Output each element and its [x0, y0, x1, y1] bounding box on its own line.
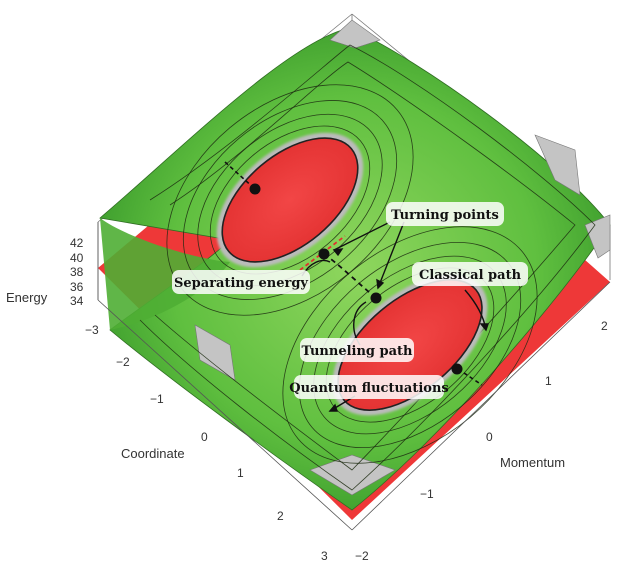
momentum-tick: −1 — [420, 487, 434, 501]
coordinate-tick: 0 — [201, 430, 208, 444]
turning-point-right — [370, 292, 382, 304]
quantum-fluctuation-bottom — [457, 368, 483, 386]
callout-quantum-fluctuations: Quantum fluctuations — [289, 375, 449, 399]
callout-turning-points: Turning points — [386, 202, 504, 226]
momentum-axis: 2 1 0 −1 −2 Momentum — [351, 281, 611, 563]
coordinate-axis: −3 −2 −1 0 1 2 3 Coordinate — [85, 299, 353, 563]
cutout-right — [584, 214, 611, 259]
momentum-axis-title: Momentum — [500, 455, 565, 470]
cutout-top-right — [534, 134, 581, 196]
point-lower-right — [451, 363, 463, 375]
coordinate-tick: −1 — [150, 392, 164, 406]
energy-tick: 42 — [70, 236, 84, 250]
callout-tunneling-path: Tunneling path — [300, 338, 414, 362]
surface-cutouts — [194, 19, 611, 496]
callout-separating-energy: Separating energy — [172, 270, 310, 294]
momentum-tick: −2 — [355, 549, 369, 563]
turning-point-markers — [249, 183, 463, 375]
coordinate-tick: 2 — [277, 509, 284, 523]
momentum-tick: 2 — [601, 319, 608, 333]
tunneling-path-label: Tunneling path — [301, 344, 413, 359]
separating-energy-label: Separating energy — [174, 276, 308, 291]
quantum-fluctuations-label: Quantum fluctuations — [289, 381, 448, 396]
well-upper-left — [221, 137, 359, 263]
cutout-top — [329, 19, 381, 49]
energy-axis-title: Energy — [6, 290, 48, 305]
momentum-tick: 1 — [545, 374, 552, 388]
energy-tick: 36 — [70, 280, 84, 294]
turning-points-label: Turning points — [391, 208, 499, 223]
energy-axis: 42 40 38 36 34 Energy — [6, 222, 99, 308]
classical-path-label: Classical path — [419, 268, 522, 283]
coordinate-tick: 3 — [321, 549, 328, 563]
turning-point-left — [318, 248, 330, 260]
energy-tick: 40 — [70, 251, 84, 265]
callout-classical-path: Classical path — [412, 262, 528, 286]
cutout-left — [194, 324, 236, 381]
coordinate-tick: 1 — [237, 466, 244, 480]
coordinate-tick: −2 — [116, 355, 130, 369]
coordinate-axis-title: Coordinate — [121, 446, 185, 461]
energy-tick: 34 — [70, 294, 84, 308]
point-upper-left — [249, 183, 261, 195]
coordinate-tick: −3 — [85, 323, 99, 337]
momentum-tick: 0 — [486, 430, 493, 444]
energy-tick: 38 — [70, 265, 84, 279]
